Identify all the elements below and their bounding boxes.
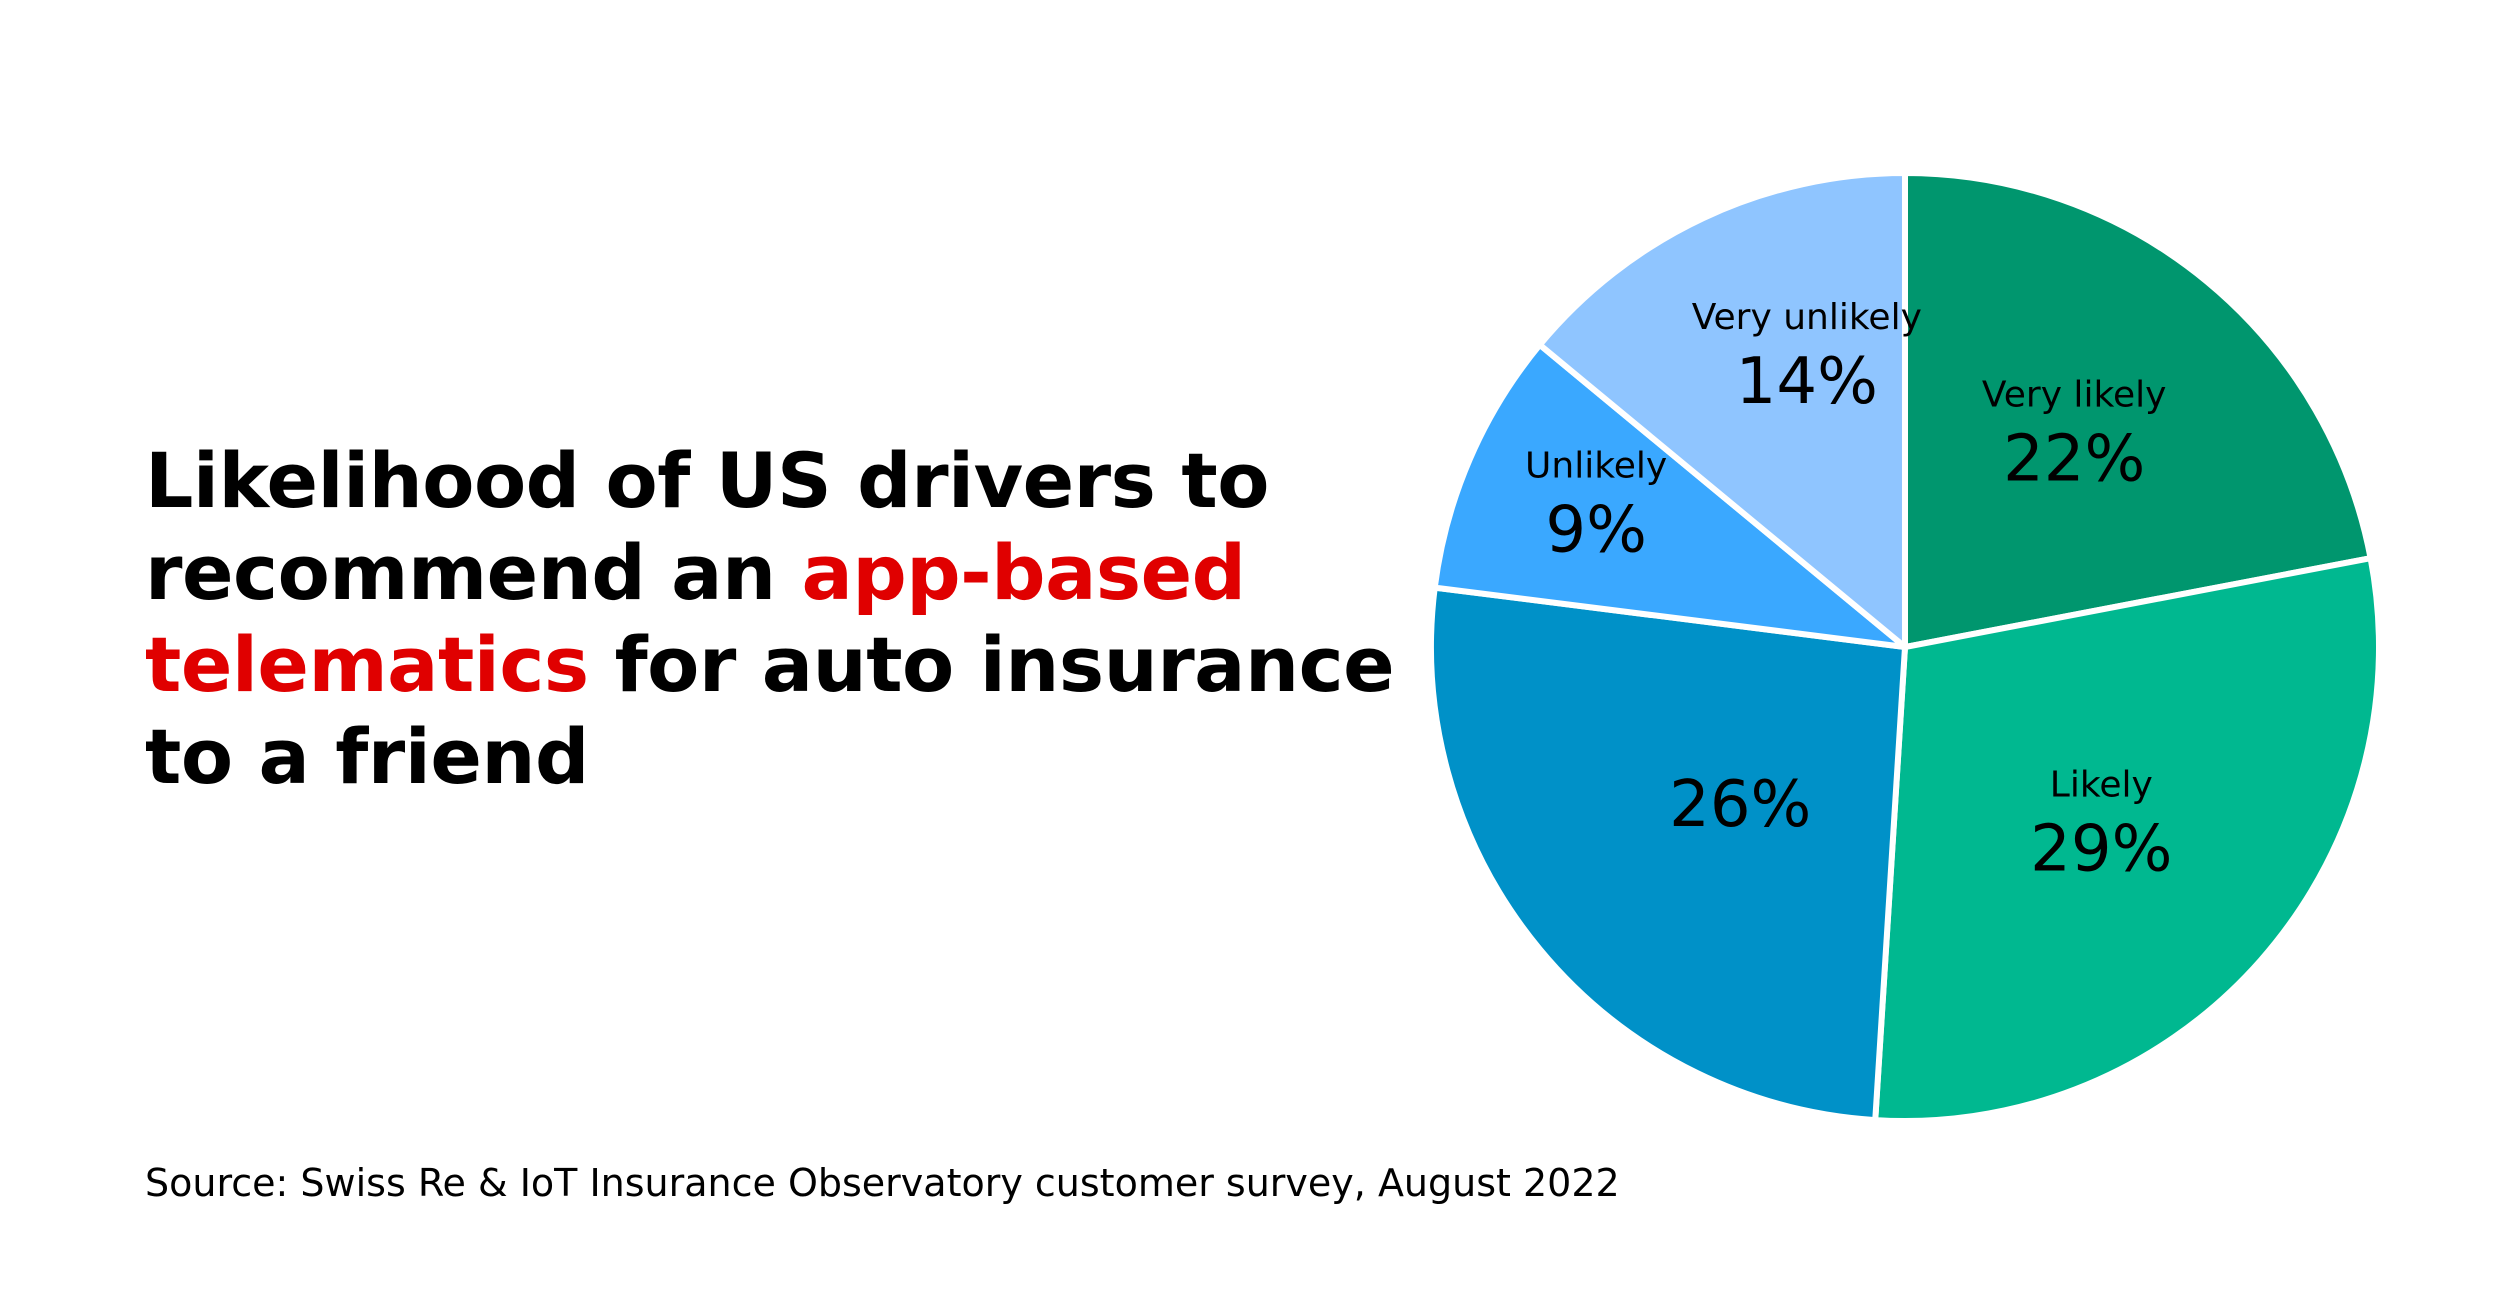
slice-category-label: Unlikely (1525, 445, 1667, 486)
slice-value-label: 29% (2030, 813, 2172, 887)
slice-value-label: 9% (1545, 493, 1647, 567)
title-highlight: app-based telematics (145, 528, 1246, 709)
pie-slice-unlikely (1431, 341, 1908, 650)
slice-category-label: Very unlikely (1692, 297, 1922, 338)
slice-category-label: Likely (2050, 765, 2153, 806)
slice-value-label: 22% (2003, 422, 2145, 496)
title-text-start: Likelihood of US drivers to recommend an (145, 436, 1269, 617)
pie-slice-likely (1872, 555, 2382, 1124)
pie-slice-unlabeled (1428, 584, 1908, 1124)
pie-slice-very-unlikely (1536, 170, 1908, 650)
chart-title: Likelihood of US drivers to recommend an… (145, 435, 1395, 803)
pie-slices (1428, 170, 2382, 1124)
slice-category-label: Very likely (1982, 374, 2167, 415)
slice-value-label: 14% (1736, 345, 1878, 419)
pie-labels: Very likely 22% Likely 29% 26% Unlikely 9% Very… (1525, 297, 2172, 887)
source-note: Source: Swiss Re & IoT Insurance Observa… (145, 1161, 1620, 1205)
title-text-end: for auto insurance to a friend (145, 620, 1395, 801)
slice-value-label: 26% (1669, 768, 1811, 842)
pie-chart: Very likely 22% Likely 29% 26% Unlikely 9% Very… (1428, 170, 2382, 1124)
pie-slice-very-likely (1902, 170, 2374, 650)
